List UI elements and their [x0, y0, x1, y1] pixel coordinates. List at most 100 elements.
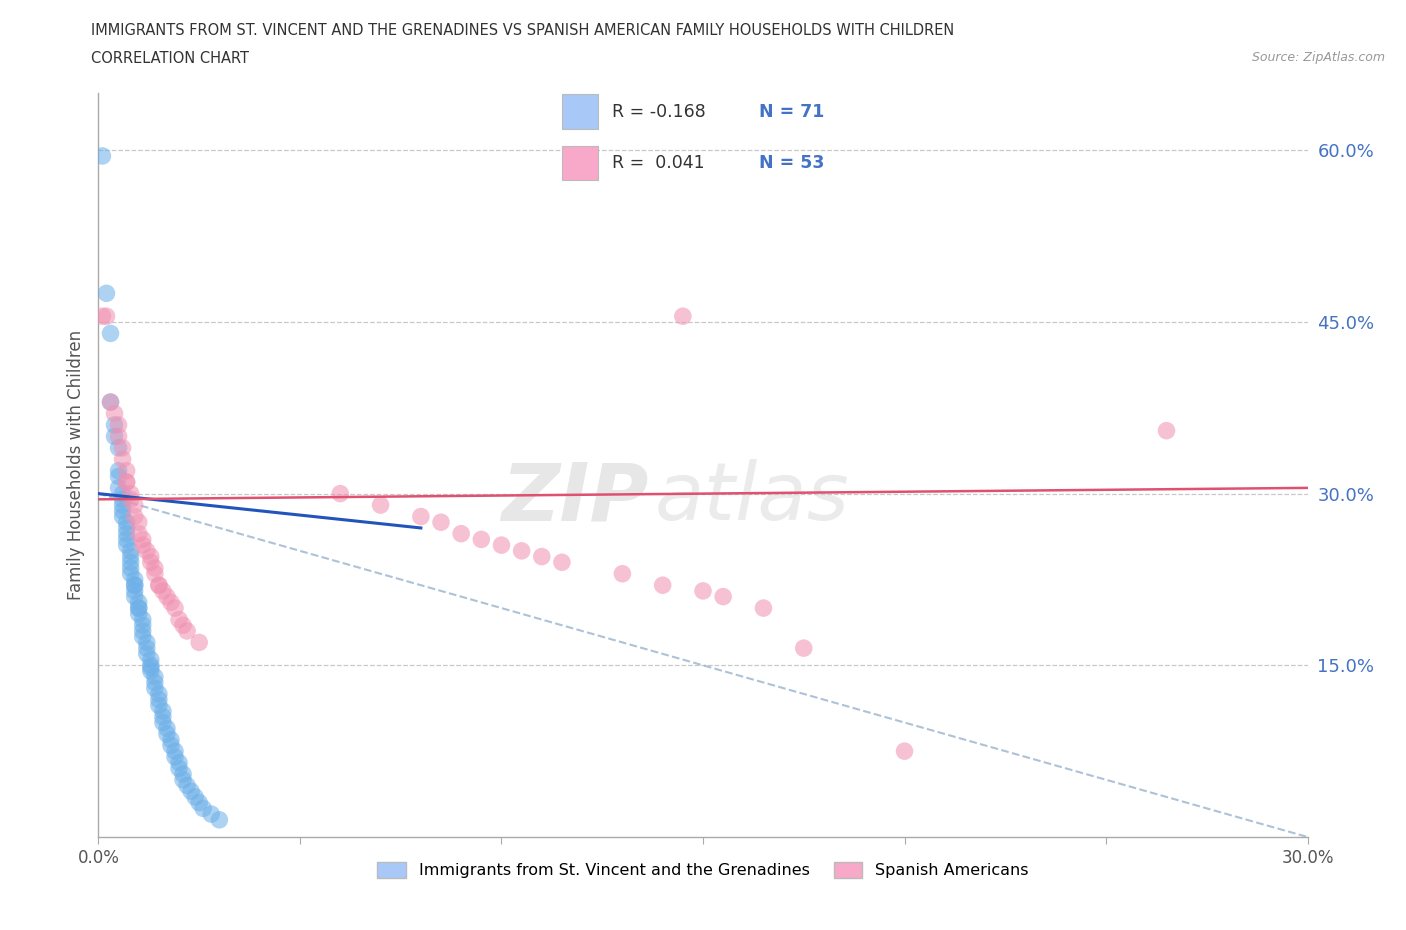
Point [132, 538, 155, 552]
Point [510, 543, 533, 558]
Point [107, 463, 129, 478]
Point [124, 572, 146, 587]
Point [409, 509, 432, 524]
Point [156, 590, 179, 604]
Point [128, 515, 150, 530]
Point [96, 309, 118, 324]
Point [115, 526, 138, 541]
Point [551, 555, 574, 570]
Point [470, 532, 492, 547]
Point [120, 549, 142, 564]
Point [107, 418, 129, 432]
Text: R = -0.168: R = -0.168 [612, 102, 706, 121]
Point [793, 641, 815, 656]
Point [128, 595, 150, 610]
Point [893, 744, 915, 759]
Point [91, 309, 114, 324]
Point [1156, 423, 1178, 438]
Point [152, 710, 174, 724]
Point [135, 641, 157, 656]
Point [172, 772, 194, 787]
Point [612, 566, 634, 581]
Point [329, 486, 352, 501]
Point [200, 806, 222, 821]
Point [160, 595, 183, 610]
Point [672, 309, 695, 324]
Point [139, 658, 162, 672]
Point [132, 532, 155, 547]
Point [100, 326, 122, 340]
Point [163, 750, 186, 764]
Point [132, 623, 155, 638]
Point [115, 532, 138, 547]
Point [115, 538, 138, 552]
Point [115, 474, 138, 489]
Point [139, 549, 162, 564]
Point [115, 463, 138, 478]
Point [172, 766, 194, 781]
Point [135, 635, 157, 650]
Point [124, 578, 146, 592]
Text: IMMIGRANTS FROM ST. VINCENT AND THE GRENADINES VS SPANISH AMERICAN FAMILY HOUSEH: IMMIGRANTS FROM ST. VINCENT AND THE GREN… [91, 23, 955, 38]
Bar [562, 94, 598, 128]
Point [193, 801, 215, 816]
Text: R =  0.041: R = 0.041 [612, 153, 704, 172]
Point [148, 578, 170, 592]
Point [143, 670, 166, 684]
Point [176, 778, 198, 793]
Point [107, 429, 129, 444]
Point [120, 486, 142, 501]
Point [148, 698, 170, 712]
Bar [562, 146, 598, 180]
Point [143, 561, 166, 576]
Point [139, 660, 162, 675]
Point [135, 543, 157, 558]
Point [111, 441, 134, 456]
Point [111, 492, 134, 507]
Point [430, 515, 453, 530]
Point [143, 566, 166, 581]
Point [124, 498, 146, 512]
Point [100, 394, 122, 409]
Point [180, 784, 202, 799]
Point [124, 509, 146, 524]
Text: atlas: atlas [655, 459, 849, 538]
Point [120, 543, 142, 558]
Point [143, 675, 166, 690]
Point [148, 686, 170, 701]
Point [111, 452, 134, 467]
Point [184, 790, 207, 804]
Point [152, 704, 174, 719]
Point [752, 601, 775, 616]
Point [450, 526, 472, 541]
Point [120, 492, 142, 507]
Point [160, 738, 183, 753]
Text: CORRELATION CHART: CORRELATION CHART [91, 51, 249, 66]
Point [128, 606, 150, 621]
Point [128, 601, 150, 616]
Point [128, 526, 150, 541]
Point [120, 555, 142, 570]
Point [111, 503, 134, 518]
Point [111, 486, 134, 501]
Point [692, 583, 714, 598]
Point [124, 590, 146, 604]
Point [132, 612, 155, 627]
Point [651, 578, 673, 592]
Point [103, 429, 125, 444]
Text: ZIP: ZIP [501, 459, 648, 538]
Point [148, 692, 170, 707]
Point [167, 612, 190, 627]
Point [530, 549, 553, 564]
Point [103, 418, 125, 432]
Legend: Immigrants from St. Vincent and the Grenadines, Spanish Americans: Immigrants from St. Vincent and the Gren… [371, 856, 1035, 884]
Point [188, 795, 211, 810]
Point [156, 726, 179, 741]
Point [139, 652, 162, 667]
Point [167, 761, 190, 776]
Point [100, 394, 122, 409]
Text: N = 71: N = 71 [759, 102, 824, 121]
Text: Source: ZipAtlas.com: Source: ZipAtlas.com [1251, 51, 1385, 64]
Point [152, 715, 174, 730]
Point [163, 601, 186, 616]
